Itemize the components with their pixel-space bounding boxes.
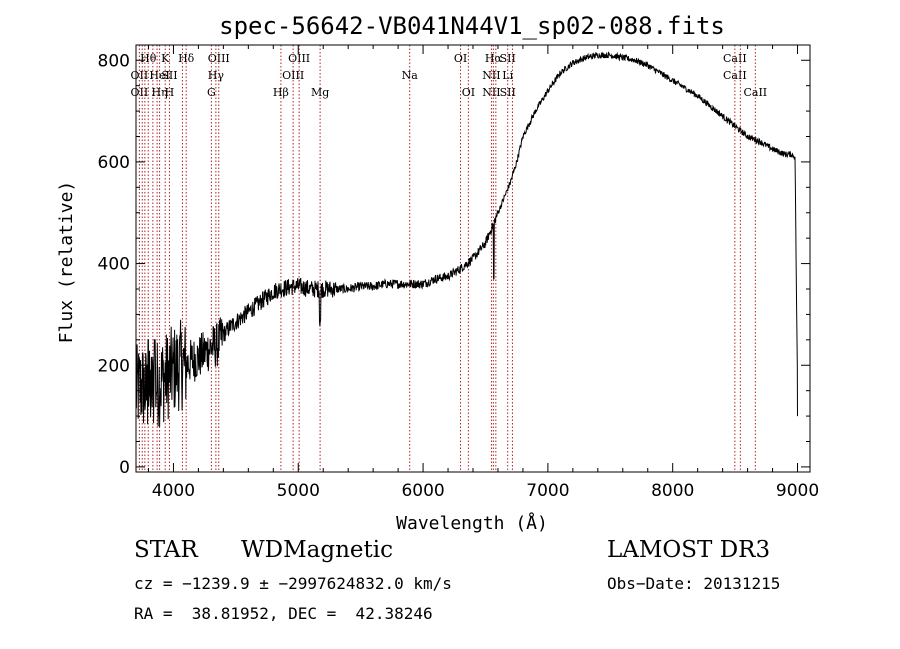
x-tick-label: 8000 — [651, 481, 694, 501]
line-label: CaII — [723, 52, 747, 65]
line-label: Hδ — [178, 52, 195, 65]
survey-name: LAMOST DR3 — [607, 537, 771, 563]
line-label: SII — [161, 69, 177, 82]
x-tick-label: 4000 — [152, 481, 195, 501]
line-label: SII — [500, 52, 516, 65]
coordinates-line: RA = 38.81952, DEC = 42.38246 — [134, 604, 433, 623]
redshift-line: cz = −1239.9 ± −2997624832.0 km/s — [134, 574, 452, 593]
line-label: HeI — [149, 69, 169, 82]
line-label: OIII — [288, 52, 310, 65]
plot-frame — [135, 44, 811, 473]
line-label: Mg — [311, 86, 329, 99]
object-subclass: WDMagnetic — [241, 537, 393, 563]
line-label: OI — [462, 86, 475, 99]
line-label: Hβ — [273, 86, 289, 99]
x-tick-label: 6000 — [401, 481, 444, 501]
x-tick-label: 7000 — [526, 481, 569, 501]
y-tick-label: 800 — [98, 51, 130, 71]
line-label: H — [165, 86, 175, 99]
line-label: Hθ — [140, 52, 157, 65]
axes: 4000 5000 6000 7000 8000 9000 0 200 400 600 800 — [98, 45, 819, 501]
observation-date: Obs−Date: 20131215 — [607, 574, 781, 593]
line-label: NII — [482, 69, 500, 82]
line-label: Li — [502, 69, 513, 82]
line-label: SII — [500, 86, 516, 99]
line-label: Hγ — [208, 69, 225, 82]
line-label: Na — [402, 69, 419, 82]
line-label: Hα — [485, 52, 503, 65]
line-label: Hη — [151, 86, 167, 99]
line-label: K — [161, 52, 170, 65]
line-label: OII — [131, 69, 149, 82]
emission-line-markers: OII OII Hθ HeI Hη K SII H Hδ G Hγ OIII Hβ OIII OIII Mg N… — [131, 45, 767, 472]
chart-title: spec-56642-VB041N44V1_sp02-088.fits — [219, 12, 725, 40]
y-axis-label: Flux (relative) — [56, 181, 77, 344]
x-axis-label: Wavelength (Å) — [396, 512, 548, 534]
y-tick-label: 400 — [98, 255, 130, 275]
line-label: NII — [482, 86, 500, 99]
line-label: CaII — [723, 69, 747, 82]
y-tick-label: 0 — [119, 458, 130, 478]
line-label: CaII — [743, 86, 767, 99]
y-tick-label: 200 — [98, 356, 130, 376]
x-tick-label: 9000 — [776, 481, 819, 501]
y-tick-label: 600 — [98, 153, 130, 173]
line-label: OII — [131, 86, 149, 99]
line-label: OI — [454, 52, 467, 65]
line-label: OIII — [282, 69, 304, 82]
spectrum-line — [135, 51, 798, 427]
line-label: OIII — [208, 52, 230, 65]
spectrum-chart: spec-56642-VB041N44V1_sp02-088.fits OIIO… — [56, 12, 819, 534]
line-label: G — [207, 86, 216, 99]
object-class: STAR — [134, 537, 198, 563]
x-tick-label: 5000 — [277, 481, 320, 501]
